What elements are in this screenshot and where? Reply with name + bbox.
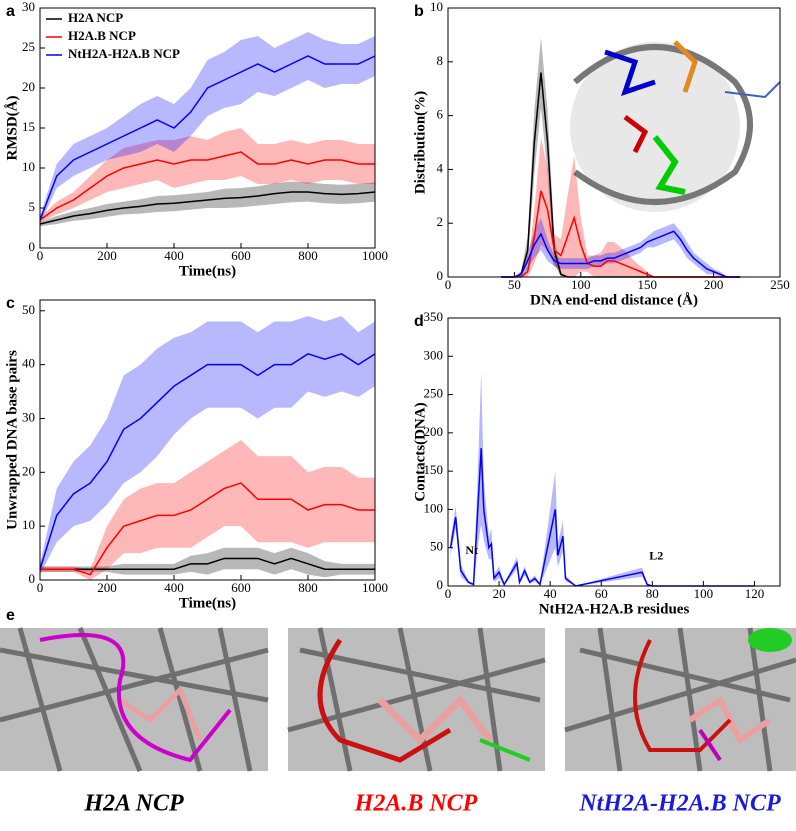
x-tick-label: 200 [97, 248, 117, 263]
y-axis-label: Contacts(DNA) [412, 402, 428, 501]
x-axis-label: DNA end-end distance (Å) [530, 292, 698, 308]
y-tick-label: 50 [430, 539, 443, 554]
x-tick-label: 800 [298, 580, 318, 595]
error-band [40, 128, 375, 223]
error-band [40, 440, 375, 580]
plot-frame [39, 299, 376, 581]
y-tick-label: 8 [437, 53, 444, 68]
x-tick-label: 600 [231, 580, 251, 595]
y-tick-label: 0 [437, 577, 444, 592]
y-tick-label: 30 [22, 409, 35, 424]
y-tick-label: 10 [22, 517, 35, 532]
x-tick-label: 200 [97, 580, 117, 595]
x-tick-label: 400 [164, 248, 184, 263]
caption: NtH2A-H2A.B NCP [578, 791, 781, 817]
x-tick-label: 100 [571, 277, 591, 292]
y-tick-label: 100 [424, 500, 444, 515]
x-tick-label: 400 [164, 580, 184, 595]
x-tick-label: 800 [298, 248, 318, 263]
y-axis-label: Distribution(%) [412, 91, 428, 194]
x-axis-label: Time(ns) [179, 263, 236, 279]
error-band [450, 371, 755, 586]
series-line [39, 353, 376, 570]
series-line [39, 55, 376, 221]
annotation: L2 [649, 548, 663, 562]
panel-label: e [6, 607, 15, 624]
plot-frame [39, 7, 376, 249]
y-tick-label: 25 [22, 39, 35, 54]
x-tick-label: 150 [637, 277, 657, 292]
y-tick-label: 20 [22, 463, 35, 478]
x-tick-label: 40 [544, 586, 557, 601]
x-tick-label: 0 [445, 586, 452, 601]
y-tick-label: 2 [437, 214, 444, 229]
y-tick-label: 300 [424, 347, 444, 362]
y-tick-label: 20 [22, 79, 35, 94]
x-tick-label: 50 [508, 277, 521, 292]
x-tick-label: 200 [704, 277, 724, 292]
series-line [40, 482, 375, 576]
error-band [501, 137, 741, 277]
x-axis-label: NtH2A-H2A.B residues [539, 601, 690, 617]
y-tick-label: 150 [424, 462, 444, 477]
y-tick-label: 250 [424, 386, 444, 401]
legend-label: H2A.B NCP [68, 28, 136, 43]
y-tick-label: 50 [22, 302, 35, 317]
x-tick-label: 60 [595, 586, 608, 601]
series-line [40, 557, 375, 570]
plot-frame [447, 317, 781, 587]
panel-label: a [6, 3, 15, 20]
panel-label: c [6, 295, 15, 312]
x-tick-label: 120 [745, 586, 765, 601]
caption: H2A.B NCP [354, 791, 478, 817]
x-tick-label: 80 [646, 586, 659, 601]
x-tick-label: 600 [231, 248, 251, 263]
plot-frame [447, 7, 781, 278]
error-band [40, 181, 375, 227]
y-tick-label: 6 [437, 107, 444, 122]
y-tick-label: 5 [29, 199, 36, 214]
series-line [39, 151, 375, 221]
series-line [39, 191, 376, 225]
legend-label: H2A NCP [68, 10, 123, 25]
x-tick-label: 1000 [362, 248, 388, 263]
y-axis-label: RMSD(Å) [4, 96, 20, 161]
x-axis-label: Time(ns) [179, 595, 236, 611]
panel-label: d [414, 313, 424, 330]
x-tick-label: 0 [445, 277, 452, 292]
panel-label: b [414, 3, 424, 20]
x-tick-label: 0 [37, 580, 44, 595]
annotation: Nt [465, 543, 478, 557]
x-tick-label: 100 [694, 586, 714, 601]
y-tick-label: 350 [424, 309, 444, 324]
y-tick-label: 0 [29, 571, 36, 586]
y-tick-label: 30 [22, 0, 35, 14]
y-tick-label: 0 [29, 239, 36, 254]
y-tick-label: 10 [430, 0, 443, 14]
caption: H2A NCP [83, 791, 184, 817]
error-band [40, 32, 375, 224]
y-tick-label: 10 [22, 159, 35, 174]
x-tick-label: 250 [770, 277, 790, 292]
series-line [449, 448, 755, 587]
structure-inset [570, 40, 781, 212]
y-tick-label: 0 [437, 268, 444, 283]
x-tick-label: 20 [493, 586, 506, 601]
y-axis-label: Unwrapped DNA base pairs [4, 350, 20, 530]
x-tick-label: 0 [37, 248, 44, 263]
y-tick-label: 200 [424, 424, 444, 439]
series-line [501, 230, 741, 278]
error-band [501, 217, 741, 277]
structure-images [0, 627, 796, 772]
error-band [40, 316, 375, 575]
y-tick-label: 15 [22, 119, 35, 134]
y-tick-label: 4 [437, 160, 444, 175]
x-tick-label: 1000 [362, 580, 388, 595]
legend-label: NtH2A-H2A.B NCP [68, 46, 180, 61]
y-tick-label: 40 [22, 356, 35, 371]
